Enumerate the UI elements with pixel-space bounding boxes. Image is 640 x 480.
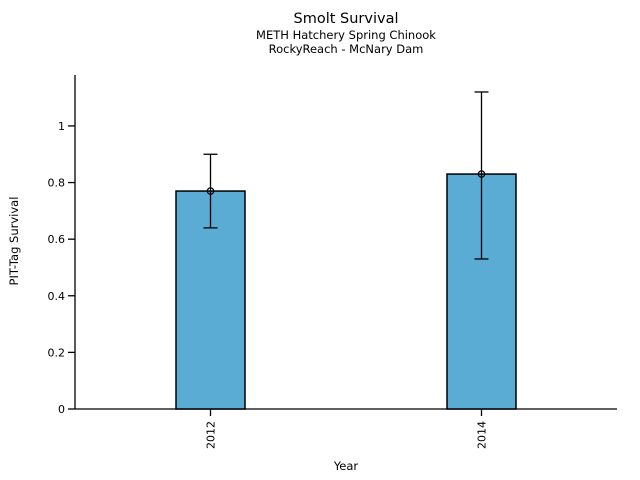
chart-header: Smolt Survival METH Hatchery Spring Chin… (75, 10, 617, 56)
y-tick-label: 0.2 (48, 346, 66, 359)
y-tick-label: 0.8 (48, 177, 66, 190)
y-tick-label: 0.6 (48, 233, 66, 246)
y-tick-label: 0 (58, 403, 65, 416)
chart-subtitle-1: METH Hatchery Spring Chinook (256, 28, 436, 42)
x-axis-label: Year (333, 459, 359, 473)
chart-subtitle-2: RockyReach - McNary Dam (268, 42, 424, 56)
x-tick-label: 2012 (205, 421, 218, 449)
y-tick-label: 1 (58, 120, 65, 133)
mean-marker (477, 170, 486, 178)
mean-marker (206, 187, 215, 195)
y-tick-label: 0.4 (48, 290, 66, 303)
x-tick-label: 2014 (476, 421, 489, 449)
chart-title: Smolt Survival (293, 11, 399, 27)
